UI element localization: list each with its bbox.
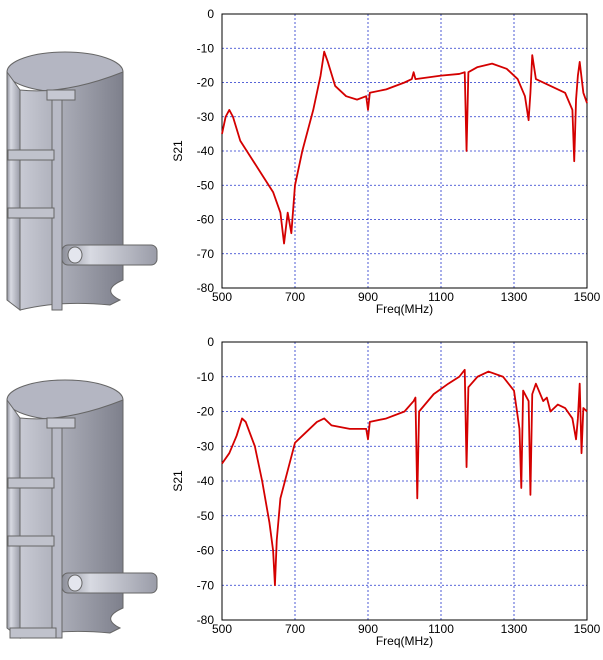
x-tick-label: 1500	[574, 622, 601, 636]
x-axis-label: Freq(MHz)	[376, 634, 433, 648]
y-tick-label: -50	[197, 509, 215, 523]
x-tick-label: 500	[212, 290, 232, 304]
y-tick-label: -30	[197, 110, 215, 124]
y-tick-label: 0	[207, 7, 214, 21]
plot-area	[222, 342, 587, 620]
y-tick-label: -30	[197, 439, 215, 453]
x-axis-label: Freq(MHz)	[376, 302, 433, 316]
y-tick-label: -40	[197, 474, 215, 488]
x-tick-label: 500	[212, 622, 232, 636]
resonator-illustration	[7, 380, 157, 638]
y-tick-label: -60	[197, 544, 215, 558]
y-axis-label: S21	[171, 140, 185, 162]
y-tick-label: -40	[197, 144, 215, 158]
x-tick-label: 1500	[574, 290, 601, 304]
x-tick-label: 700	[285, 290, 305, 304]
y-tick-label: -10	[197, 41, 215, 55]
x-tick-label: 700	[285, 622, 305, 636]
figure: 0-10-20-30-40-50-60-70-80500700900110013…	[0, 0, 603, 655]
y-tick-label: -70	[197, 578, 215, 592]
y-axis-label: S21	[171, 470, 185, 492]
y-tick-label: -50	[197, 178, 215, 192]
x-tick-label: 1300	[501, 622, 528, 636]
x-tick-label: 1300	[501, 290, 528, 304]
y-tick-label: -20	[197, 76, 215, 90]
y-tick-label: 0	[207, 335, 214, 349]
y-tick-label: -70	[197, 247, 215, 261]
y-tick-label: -20	[197, 405, 215, 419]
y-tick-label: -60	[197, 213, 215, 227]
y-tick-label: -10	[197, 370, 215, 384]
resonator-illustration	[7, 52, 157, 310]
